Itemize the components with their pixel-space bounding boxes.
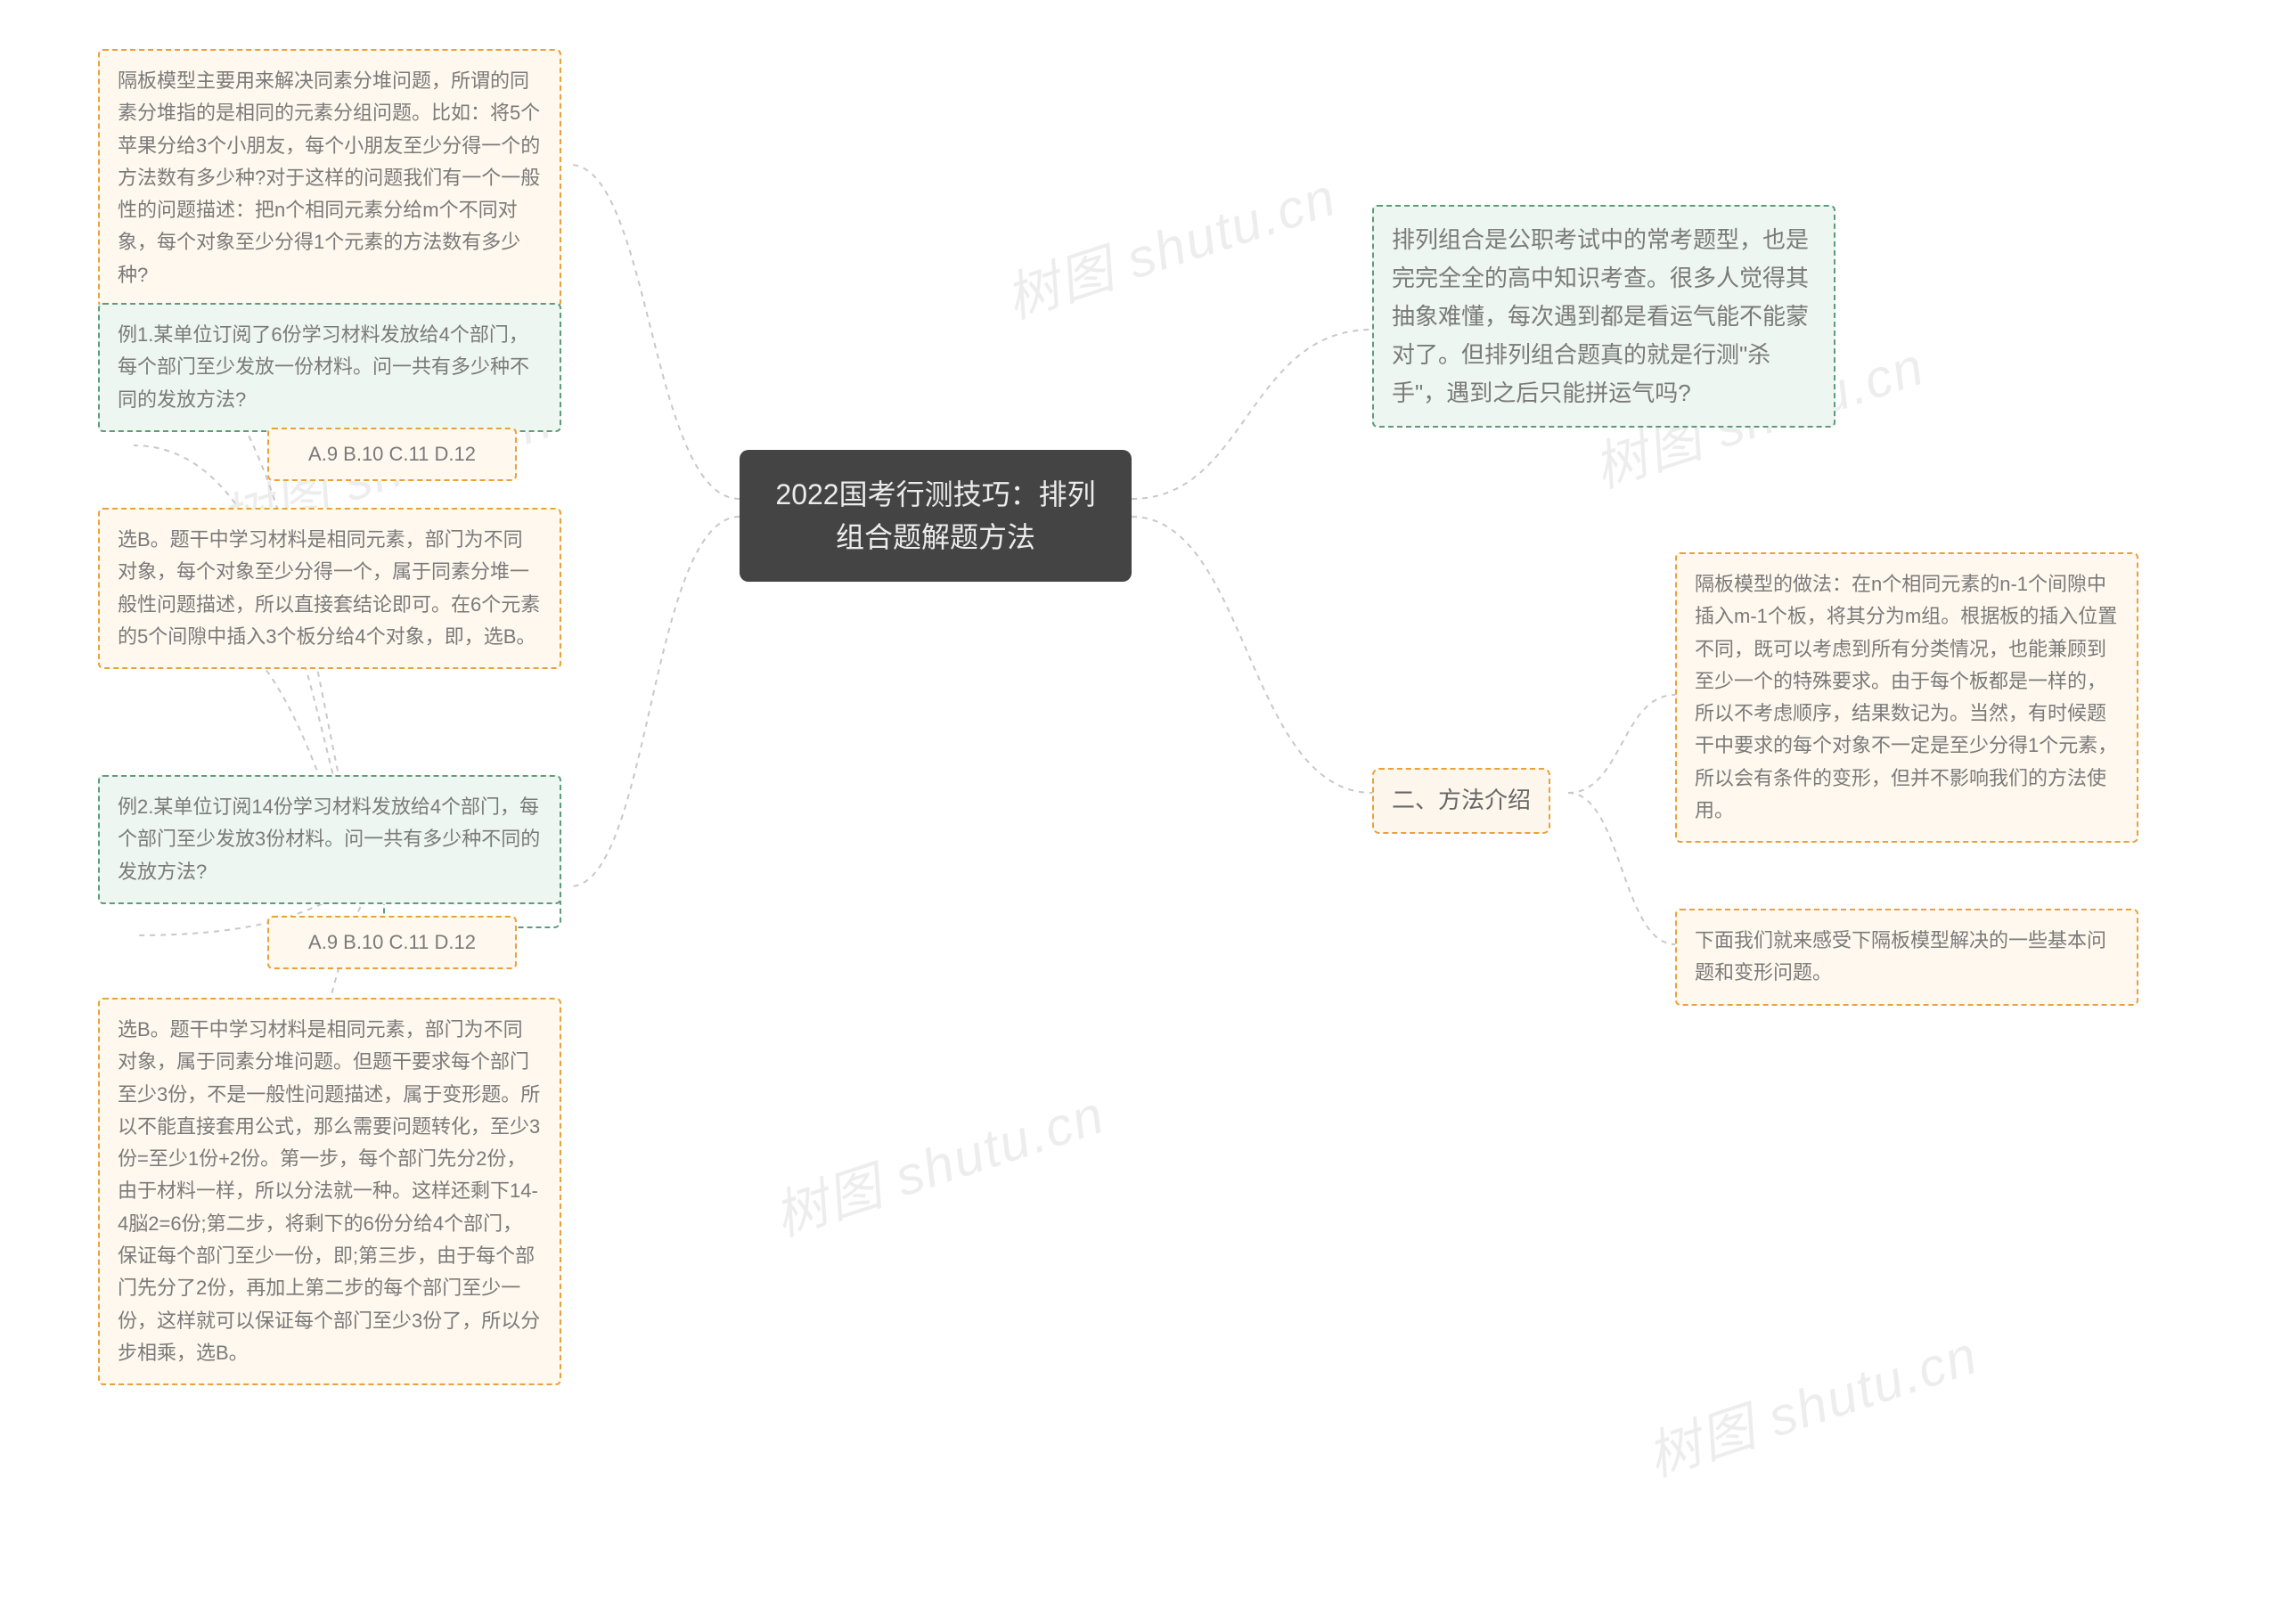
leaf-ex2-answer: 选B。题干中学习材料是相同元素，部门为不同对象，属于同素分堆问题。但题干要求每个… (98, 998, 561, 1385)
watermark: 树图 shutu.cn (1636, 1312, 1987, 1492)
root-node: 2022国考行测技巧：排列组合题解题方法 (740, 450, 1132, 582)
watermark: 树图 shutu.cn (994, 154, 1345, 334)
leaf-ex1-options: A.9 B.10 C.11 D.12 (267, 428, 517, 481)
leaf-ex1-answer: 选B。题干中学习材料是相同元素，部门为不同对象，每个对象至少分得一个，属于同素分… (98, 508, 561, 669)
leaf-ex1-question: 例1.某单位订阅了6份学习材料发放给4个部门，每个部门至少发放一份材料。问一共有… (98, 303, 561, 432)
leaf-method-1: 隔板模型的做法：在n个相同元素的n-1个间隙中插入m-1个板，将其分为m组。根据… (1675, 552, 2138, 843)
branch-method: 二、方法介绍 (1372, 768, 1550, 834)
leaf-ex2-options: A.9 B.10 C.11 D.12 (267, 916, 517, 969)
leaf-intro: 排列组合是公职考试中的常考题型，也是完完全全的高中知识考查。很多人觉得其抽象难懂… (1372, 205, 1835, 428)
leaf-ex2-question: 例2.某单位订阅14份学习材料发放给4个部门，每个部门至少发放3份材料。问一共有… (98, 775, 561, 904)
watermark: 树图 shutu.cn (763, 1072, 1114, 1252)
leaf-method-2: 下面我们就来感受下隔板模型解决的一些基本问题和变形问题。 (1675, 909, 2138, 1006)
leaf-env-detail: 隔板模型主要用来解决同素分堆问题，所谓的同素分堆指的是相同的元素分组问题。比如：… (98, 49, 561, 307)
